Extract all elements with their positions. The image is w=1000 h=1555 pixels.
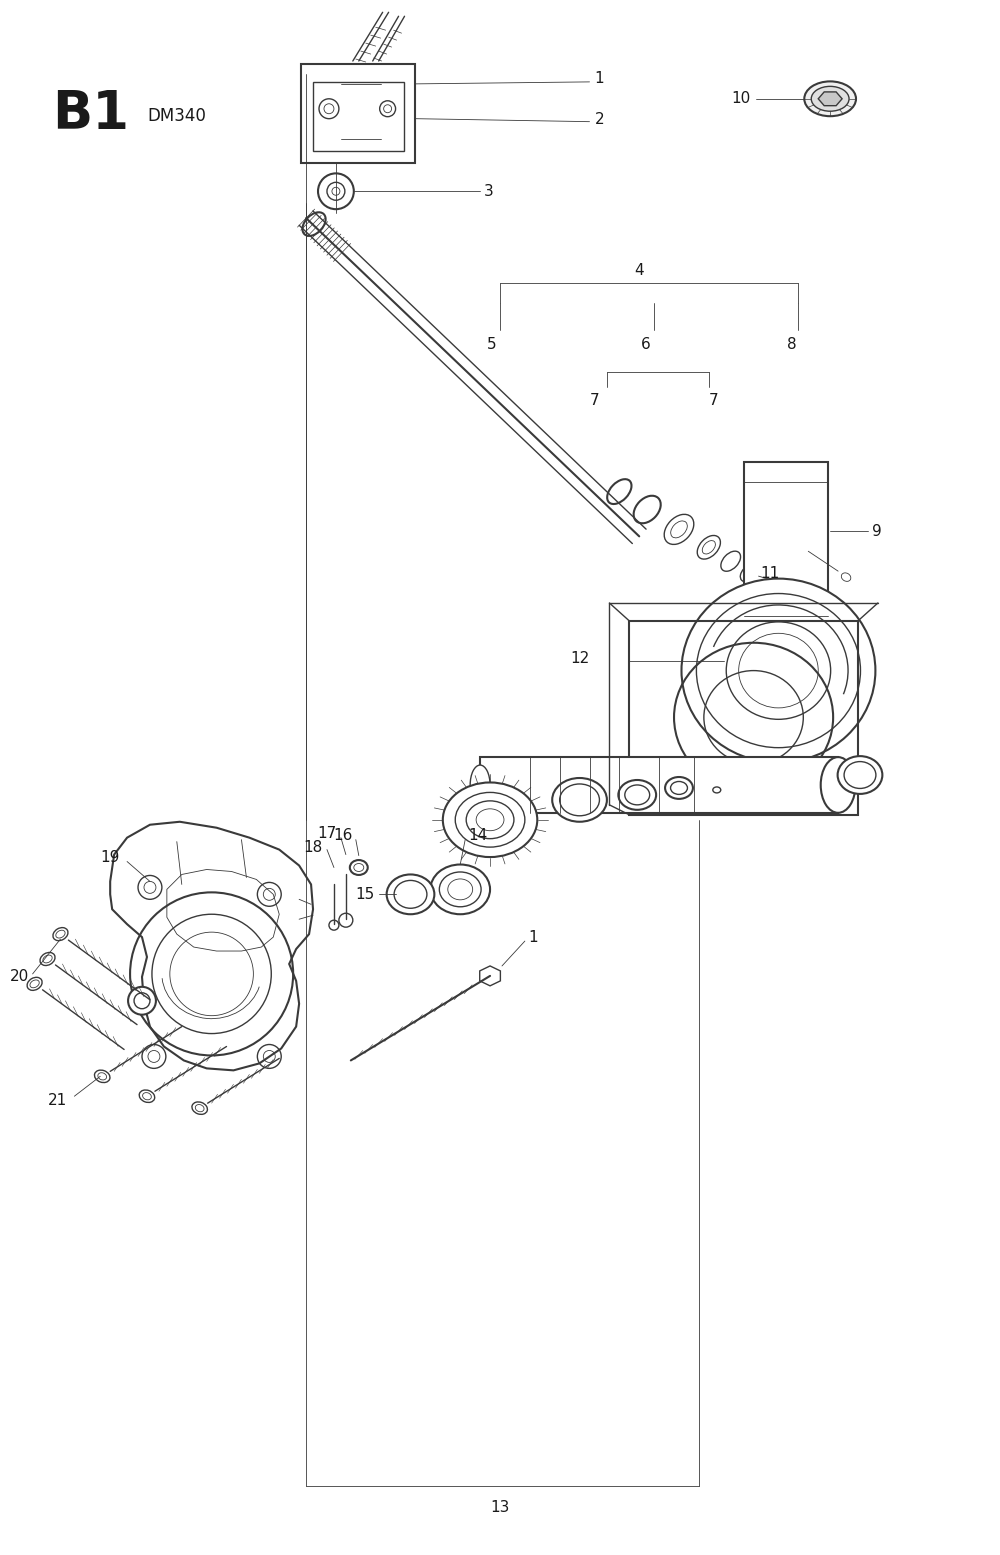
Text: 16: 16 bbox=[333, 829, 353, 843]
Ellipse shape bbox=[740, 564, 757, 582]
Ellipse shape bbox=[681, 578, 875, 762]
Text: 8: 8 bbox=[787, 337, 796, 351]
Ellipse shape bbox=[838, 756, 882, 795]
Circle shape bbox=[339, 913, 353, 927]
Ellipse shape bbox=[302, 213, 326, 236]
Ellipse shape bbox=[552, 778, 607, 821]
Ellipse shape bbox=[665, 778, 693, 799]
Text: 10: 10 bbox=[731, 92, 751, 106]
Ellipse shape bbox=[455, 793, 525, 847]
Ellipse shape bbox=[713, 787, 721, 793]
Circle shape bbox=[318, 173, 354, 210]
Bar bbox=[313, 82, 404, 151]
Ellipse shape bbox=[811, 87, 849, 112]
Ellipse shape bbox=[726, 622, 831, 720]
Ellipse shape bbox=[697, 535, 720, 560]
Text: 4: 4 bbox=[634, 263, 644, 278]
Ellipse shape bbox=[470, 765, 490, 805]
Ellipse shape bbox=[350, 860, 368, 875]
Text: 3: 3 bbox=[484, 183, 494, 199]
Text: 7: 7 bbox=[590, 392, 599, 407]
Polygon shape bbox=[818, 92, 842, 106]
Ellipse shape bbox=[618, 781, 656, 810]
Ellipse shape bbox=[387, 874, 434, 914]
Text: 5: 5 bbox=[487, 337, 497, 351]
Ellipse shape bbox=[443, 782, 537, 857]
Ellipse shape bbox=[40, 953, 55, 966]
Text: 12: 12 bbox=[570, 652, 590, 666]
Text: 11: 11 bbox=[761, 566, 780, 580]
Ellipse shape bbox=[804, 81, 856, 117]
Ellipse shape bbox=[821, 757, 856, 813]
Text: 2: 2 bbox=[594, 112, 604, 128]
Ellipse shape bbox=[607, 479, 632, 504]
Ellipse shape bbox=[721, 550, 741, 571]
Ellipse shape bbox=[94, 1070, 110, 1082]
Polygon shape bbox=[480, 966, 500, 986]
Text: 20: 20 bbox=[9, 969, 29, 984]
Text: 6: 6 bbox=[641, 337, 651, 351]
Text: B1: B1 bbox=[52, 87, 130, 140]
Circle shape bbox=[128, 987, 156, 1015]
Ellipse shape bbox=[466, 801, 514, 838]
Bar bbox=[480, 757, 838, 813]
Ellipse shape bbox=[664, 515, 694, 544]
Ellipse shape bbox=[696, 594, 860, 748]
Circle shape bbox=[329, 921, 339, 930]
Ellipse shape bbox=[139, 1090, 155, 1102]
Text: 1: 1 bbox=[594, 72, 604, 87]
Text: 21: 21 bbox=[48, 1093, 67, 1107]
Text: 1: 1 bbox=[528, 930, 537, 944]
Text: 9: 9 bbox=[872, 524, 882, 540]
Text: 15: 15 bbox=[355, 886, 375, 902]
Text: 18: 18 bbox=[304, 840, 323, 855]
Text: 14: 14 bbox=[468, 829, 487, 843]
Text: 17: 17 bbox=[318, 826, 337, 841]
FancyBboxPatch shape bbox=[744, 462, 828, 625]
Text: DM340: DM340 bbox=[147, 107, 206, 124]
Ellipse shape bbox=[53, 928, 68, 941]
Ellipse shape bbox=[192, 1102, 207, 1115]
Text: 13: 13 bbox=[490, 1501, 510, 1516]
Text: 7: 7 bbox=[709, 392, 719, 407]
Bar bbox=[629, 620, 858, 815]
Ellipse shape bbox=[634, 496, 661, 524]
Ellipse shape bbox=[430, 865, 490, 914]
Bar bbox=[301, 64, 415, 163]
Text: 19: 19 bbox=[101, 851, 120, 865]
Ellipse shape bbox=[27, 978, 42, 991]
